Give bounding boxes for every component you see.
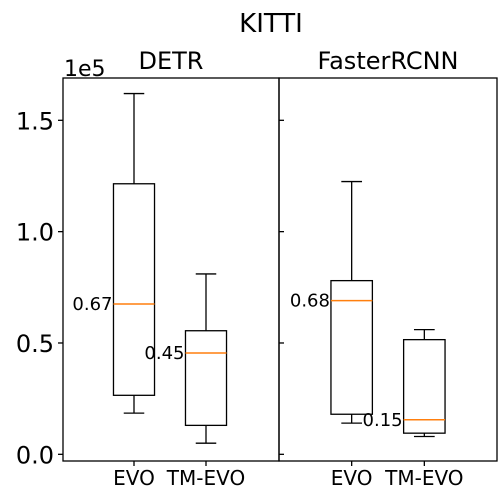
box-evo: EVO 0.67 xyxy=(72,92,156,490)
chart-title: KITTI xyxy=(239,9,303,39)
x-tick-label: EVO xyxy=(113,466,155,490)
panel-fasterrcnn: FasterRCNN EVO 0.68 TM-EVO 0.15 xyxy=(278,47,498,490)
y-tick-label: 0.0 xyxy=(16,441,54,469)
median-annotation: 0.45 xyxy=(144,343,184,364)
box-tm-evo: TM-EVO 0.45 xyxy=(144,273,245,490)
box-iqr xyxy=(330,279,374,415)
median-annotation: 0.15 xyxy=(363,410,403,431)
box-iqr xyxy=(112,183,156,396)
panel-detr: DETR 0.0 0.5 1.0 1.5 EVO 0.67 TM-EVO 0.45 xyxy=(16,47,280,490)
box-tm-evo: TM-EVO 0.15 xyxy=(363,328,464,490)
panel-title: FasterRCNN xyxy=(318,47,459,75)
y-tick-label: 0.5 xyxy=(16,330,54,358)
box-iqr xyxy=(184,330,228,427)
x-tick-label: TM-EVO xyxy=(384,466,463,490)
box-iqr xyxy=(402,338,446,434)
y-tick-label: 1.5 xyxy=(16,107,54,135)
median-annotation: 0.68 xyxy=(290,291,330,312)
box-evo: EVO 0.68 xyxy=(290,180,374,490)
x-tick-label: TM-EVO xyxy=(166,466,245,490)
x-tick-label: EVO xyxy=(331,466,373,490)
y-tick-label: 1.0 xyxy=(16,219,54,247)
median-annotation: 0.67 xyxy=(72,294,112,315)
panel-frame xyxy=(278,77,498,462)
panel-title: DETR xyxy=(139,47,204,75)
panel-frame xyxy=(62,77,280,462)
